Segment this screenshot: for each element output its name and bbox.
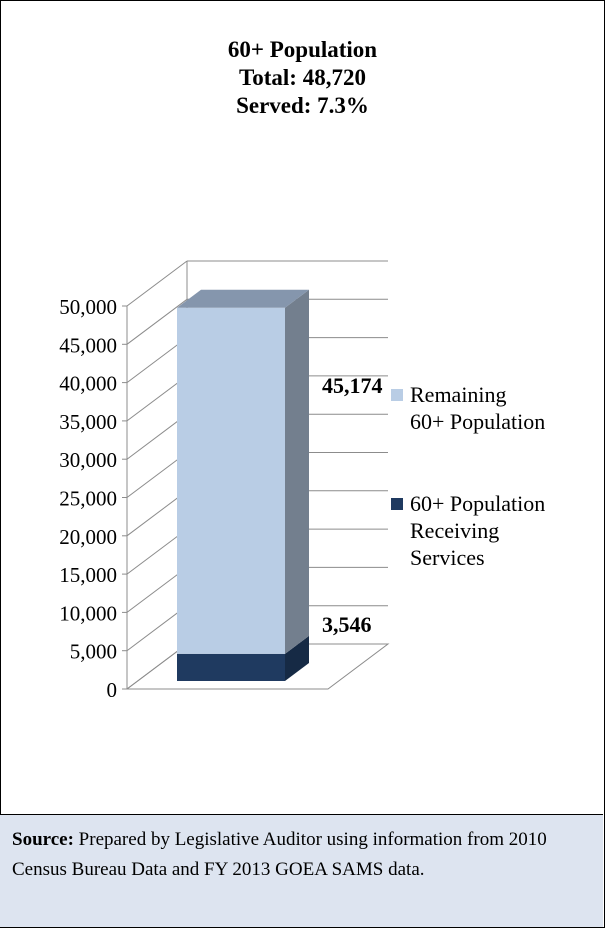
bar-top	[177, 289, 309, 308]
chart-title: 60+ Population Total: 48,720 Served: 7.3…	[0, 36, 605, 120]
legend-label: 60+ Population	[410, 491, 545, 516]
y-tick-label: 15,000	[59, 563, 117, 587]
legend-label: Receiving	[410, 518, 499, 543]
chart-floor	[125, 643, 390, 690]
source-label: Source:	[12, 829, 74, 850]
data-label: 45,174	[322, 373, 383, 398]
y-tick-label: 10,000	[59, 601, 117, 625]
y-tick-label: 40,000	[59, 372, 117, 396]
bar-segment-side	[285, 635, 309, 681]
y-tick-label: 0	[107, 678, 118, 702]
source-text: Prepared by Legislative Auditor using in…	[12, 829, 547, 880]
source-box: Source: Prepared by Legislative Auditor …	[0, 814, 603, 927]
legend-label: Services	[410, 545, 485, 570]
gridline-side	[126, 260, 188, 307]
y-tick-label: 20,000	[59, 525, 117, 549]
source-note: Source: Prepared by Legislative Auditor …	[12, 825, 597, 885]
y-tick-label: 50,000	[59, 295, 117, 319]
y-tick-label: 35,000	[59, 410, 117, 434]
bar-segment-front	[177, 307, 285, 654]
legend-label: 60+ Population	[410, 409, 545, 434]
y-tick-label: 45,000	[59, 333, 117, 357]
legend-swatch	[391, 389, 403, 401]
bar-segment-front	[177, 653, 285, 681]
bar-segment-side	[285, 289, 309, 654]
gridline-side	[126, 298, 188, 345]
y-tick-label: 25,000	[59, 487, 117, 511]
chart-title-line-2: Total: 48,720	[239, 65, 366, 90]
legend-label: Remaining	[410, 382, 507, 407]
y-tick-label: 30,000	[59, 448, 117, 472]
chart-title-line-3: Served: 7.3%	[236, 93, 369, 118]
chart-title-line-1: 60+ Population	[227, 37, 378, 62]
y-tick-label: 5,000	[70, 640, 117, 664]
chart-plot: 0 5,000 10,000 15,000 20,000 25,000 30,000 35,0…	[59, 260, 545, 702]
data-label: 3,546	[322, 612, 372, 637]
legend-swatch	[391, 498, 403, 510]
